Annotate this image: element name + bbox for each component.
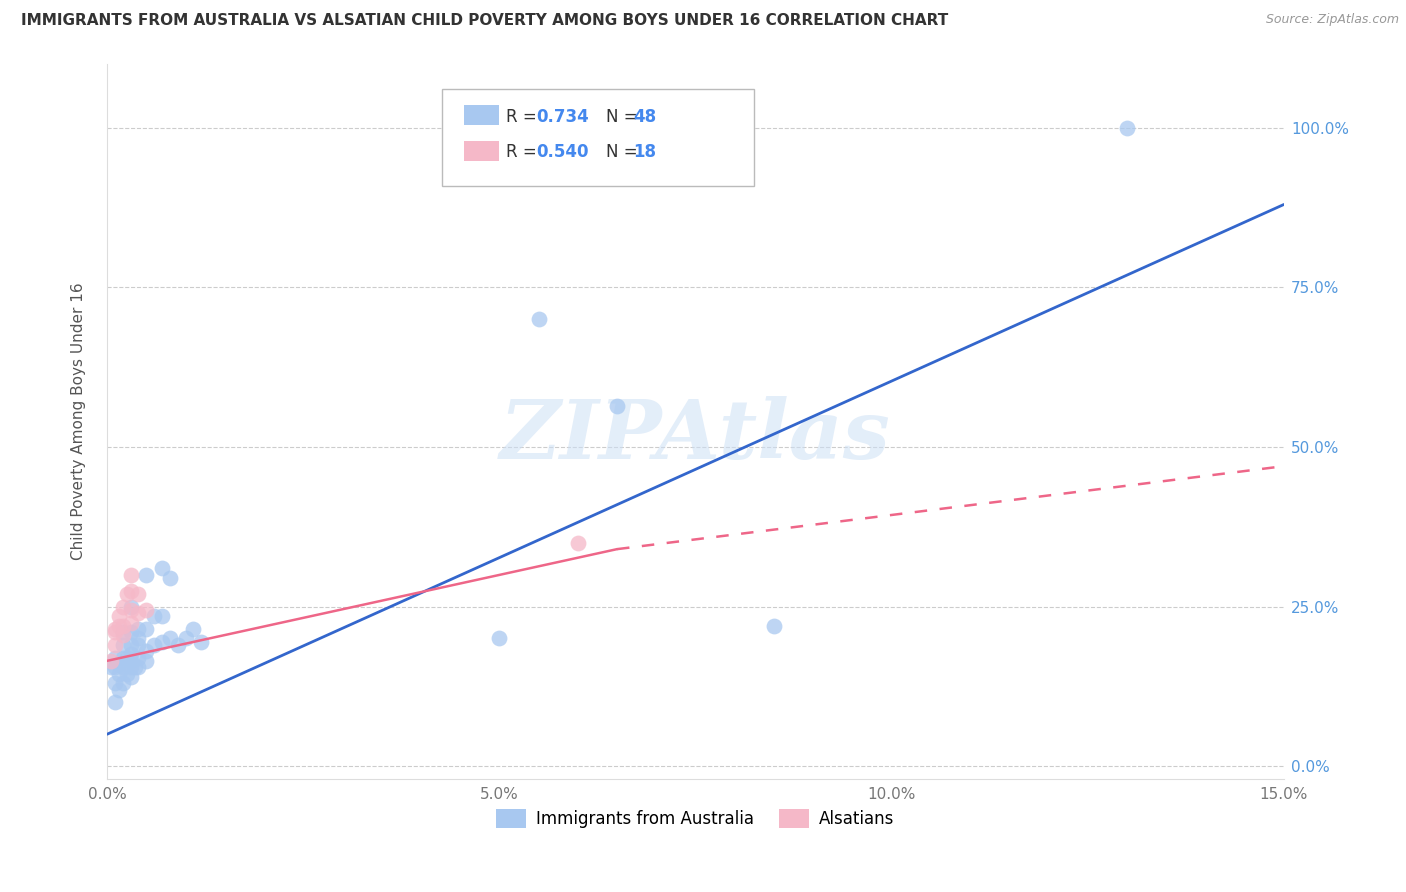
Point xyxy=(120,567,142,582)
Point xyxy=(127,660,149,674)
Point xyxy=(120,660,142,674)
Point xyxy=(567,535,589,549)
Point xyxy=(135,603,157,617)
Point xyxy=(488,632,510,646)
Point xyxy=(115,650,138,665)
Point xyxy=(108,666,131,681)
Point xyxy=(104,676,127,690)
Point xyxy=(135,644,157,658)
Point xyxy=(100,654,122,668)
Point xyxy=(150,561,173,575)
Point xyxy=(120,638,142,652)
FancyBboxPatch shape xyxy=(443,89,754,186)
Point xyxy=(150,609,173,624)
Point xyxy=(143,609,166,624)
Point xyxy=(127,622,149,636)
Point xyxy=(104,650,127,665)
Point xyxy=(120,654,142,668)
Text: R =: R = xyxy=(506,108,541,126)
Point xyxy=(115,587,138,601)
Point xyxy=(104,625,127,640)
FancyBboxPatch shape xyxy=(464,104,499,125)
FancyBboxPatch shape xyxy=(464,141,499,161)
Point xyxy=(104,660,127,674)
Point xyxy=(111,628,134,642)
Point xyxy=(104,638,127,652)
Point xyxy=(127,650,149,665)
Point xyxy=(127,638,149,652)
Point xyxy=(120,670,142,684)
Point xyxy=(104,622,127,636)
Point xyxy=(1116,120,1139,135)
Point xyxy=(190,634,212,648)
Point xyxy=(120,583,142,598)
Point xyxy=(108,682,131,697)
Point xyxy=(183,622,205,636)
Point xyxy=(120,648,142,662)
Point xyxy=(159,632,181,646)
Point xyxy=(108,609,131,624)
Point xyxy=(120,615,142,630)
Text: IMMIGRANTS FROM AUSTRALIA VS ALSATIAN CHILD POVERTY AMONG BOYS UNDER 16 CORRELAT: IMMIGRANTS FROM AUSTRALIA VS ALSATIAN CH… xyxy=(21,13,948,29)
Text: ZIPAtlas: ZIPAtlas xyxy=(501,396,891,475)
Point xyxy=(111,618,134,632)
Y-axis label: Child Poverty Among Boys Under 16: Child Poverty Among Boys Under 16 xyxy=(72,283,86,560)
Point xyxy=(120,603,142,617)
Text: R =: R = xyxy=(506,144,541,161)
Point xyxy=(111,638,134,652)
Point xyxy=(135,654,157,668)
Point xyxy=(166,638,188,652)
Point xyxy=(135,567,157,582)
Point xyxy=(100,660,122,674)
Point xyxy=(120,599,142,614)
Text: N =: N = xyxy=(606,108,643,126)
Text: 0.734: 0.734 xyxy=(537,108,589,126)
Text: 0.540: 0.540 xyxy=(537,144,589,161)
Point xyxy=(159,571,181,585)
Point xyxy=(135,622,157,636)
Point xyxy=(606,399,628,413)
Text: 18: 18 xyxy=(633,144,657,161)
Point xyxy=(108,657,131,671)
Point xyxy=(127,587,149,601)
Point xyxy=(115,666,138,681)
Point xyxy=(527,312,550,326)
Point xyxy=(127,606,149,620)
Point xyxy=(108,618,131,632)
Point xyxy=(111,625,134,640)
Point xyxy=(174,632,197,646)
Point xyxy=(124,660,146,674)
Point xyxy=(150,634,173,648)
Point xyxy=(127,632,149,646)
Point xyxy=(111,599,134,614)
Point xyxy=(111,676,134,690)
Text: 48: 48 xyxy=(633,108,657,126)
Legend: Immigrants from Australia, Alsatians: Immigrants from Australia, Alsatians xyxy=(489,802,901,835)
Point xyxy=(762,618,785,632)
Text: N =: N = xyxy=(606,144,643,161)
Text: Source: ZipAtlas.com: Source: ZipAtlas.com xyxy=(1265,13,1399,27)
Point xyxy=(104,695,127,709)
Point xyxy=(111,660,134,674)
Point xyxy=(111,650,134,665)
Point xyxy=(120,625,142,640)
Point xyxy=(143,638,166,652)
